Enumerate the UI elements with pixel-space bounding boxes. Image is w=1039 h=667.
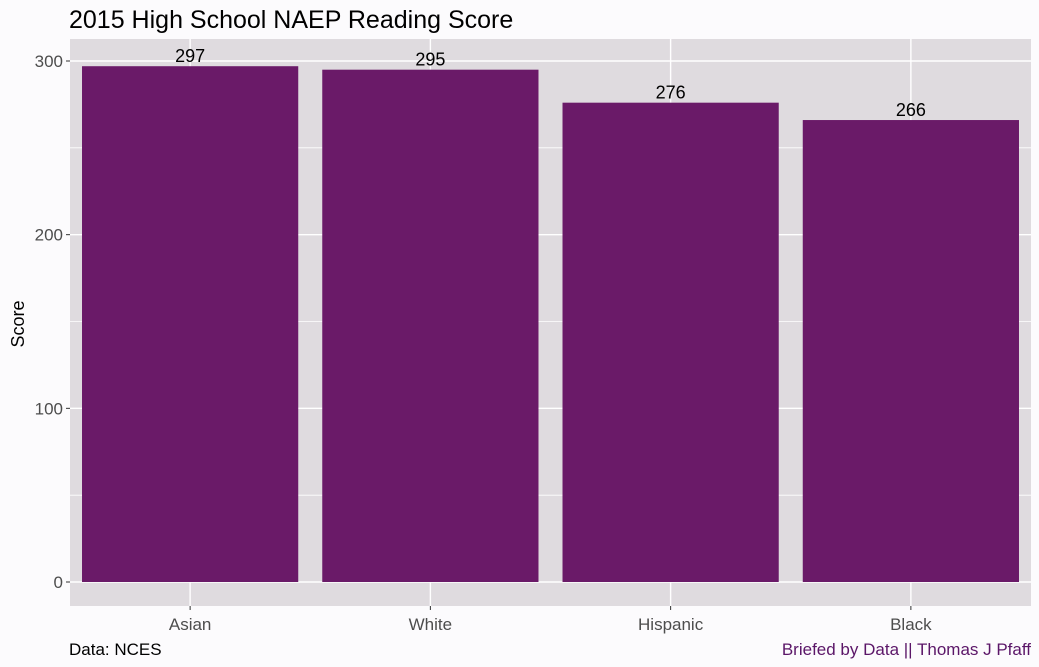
bar-value-label: 297: [175, 46, 205, 66]
x-tick-label: Asian: [169, 615, 212, 634]
y-tick-label: 200: [35, 226, 63, 245]
y-axis-ticks: 0 100 200 300: [35, 52, 70, 592]
x-axis-ticks: Asian White Hispanic Black: [169, 606, 932, 634]
bar-white: [322, 69, 539, 582]
bar-value-label: 276: [656, 83, 686, 103]
x-tick-label: Black: [890, 615, 932, 634]
x-tick-label: Hispanic: [638, 615, 704, 634]
bars: [82, 66, 1019, 583]
chart-title: 2015 High School NAEP Reading Score: [69, 6, 513, 34]
y-tick-label: 300: [35, 52, 63, 71]
credit-caption: Briefed by Data || Thomas J Pfaff: [782, 640, 1031, 659]
bar-hispanic: [562, 102, 779, 583]
y-tick-label: 100: [35, 399, 63, 418]
y-axis-title: Score: [8, 300, 28, 347]
y-tick-label: 0: [54, 573, 63, 592]
source-caption: Data: NCES: [69, 640, 162, 659]
x-tick-label: White: [409, 615, 452, 634]
bar-asian: [82, 66, 299, 582]
bar-value-labels: 297 295 276 266: [175, 46, 926, 120]
bar-value-label: 295: [415, 50, 445, 70]
bar-black: [802, 120, 1019, 583]
bar-value-label: 266: [896, 100, 926, 120]
